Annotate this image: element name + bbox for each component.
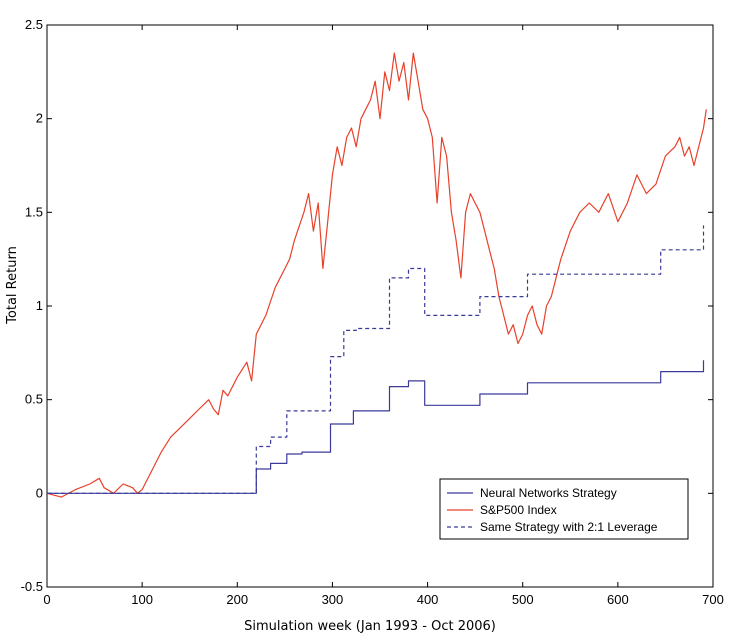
x-tick-label: 600 bbox=[607, 592, 629, 607]
legend-label-s-p500-index: S&P500 Index bbox=[480, 503, 557, 517]
x-tick-label: 200 bbox=[226, 592, 248, 607]
x-tick-label: 700 bbox=[702, 592, 724, 607]
legend-box bbox=[439, 478, 689, 540]
x-tick-label: 100 bbox=[131, 592, 153, 607]
y-axis-label: Total Return bbox=[5, 246, 20, 325]
x-tick-label: 400 bbox=[417, 592, 439, 607]
y-tick-label: 0.5 bbox=[25, 392, 43, 407]
series-line-same-strategy-with-2-1-leverage bbox=[47, 225, 705, 494]
y-tick-label: 0 bbox=[36, 485, 43, 500]
y-tick-label: -0.5 bbox=[21, 579, 43, 594]
x-tick-label: 300 bbox=[322, 592, 344, 607]
legend-label-neural-networks-strategy: Neural Networks Strategy bbox=[480, 486, 617, 500]
y-tick-label: 1 bbox=[36, 298, 43, 313]
series-line-s-p500-index bbox=[46, 52, 707, 498]
y-tick-label: 2 bbox=[36, 111, 43, 126]
legend-label-same-strategy-with-2-1-leverage: Same Strategy with 2:1 Leverage bbox=[480, 520, 658, 534]
x-axis-label: Simulation week (Jan 1993 - Oct 2006) bbox=[244, 619, 496, 634]
series-line-neural-networks-strategy bbox=[47, 360, 705, 494]
legend: Neural Networks Strategy S&P500 Index Same… bbox=[439, 478, 689, 540]
x-axis-ticks: 0 100 200 300 400 500 600 700 bbox=[43, 25, 724, 607]
y-tick-label: 1.5 bbox=[25, 204, 43, 219]
y-axis-ticks: -0.5 0 0.5 1 1.5 2 2.5 bbox=[21, 17, 713, 594]
y-tick-label: 2.5 bbox=[25, 17, 43, 32]
series-layer bbox=[46, 52, 707, 498]
x-tick-label: 0 bbox=[43, 592, 50, 607]
x-tick-label: 500 bbox=[512, 592, 534, 607]
